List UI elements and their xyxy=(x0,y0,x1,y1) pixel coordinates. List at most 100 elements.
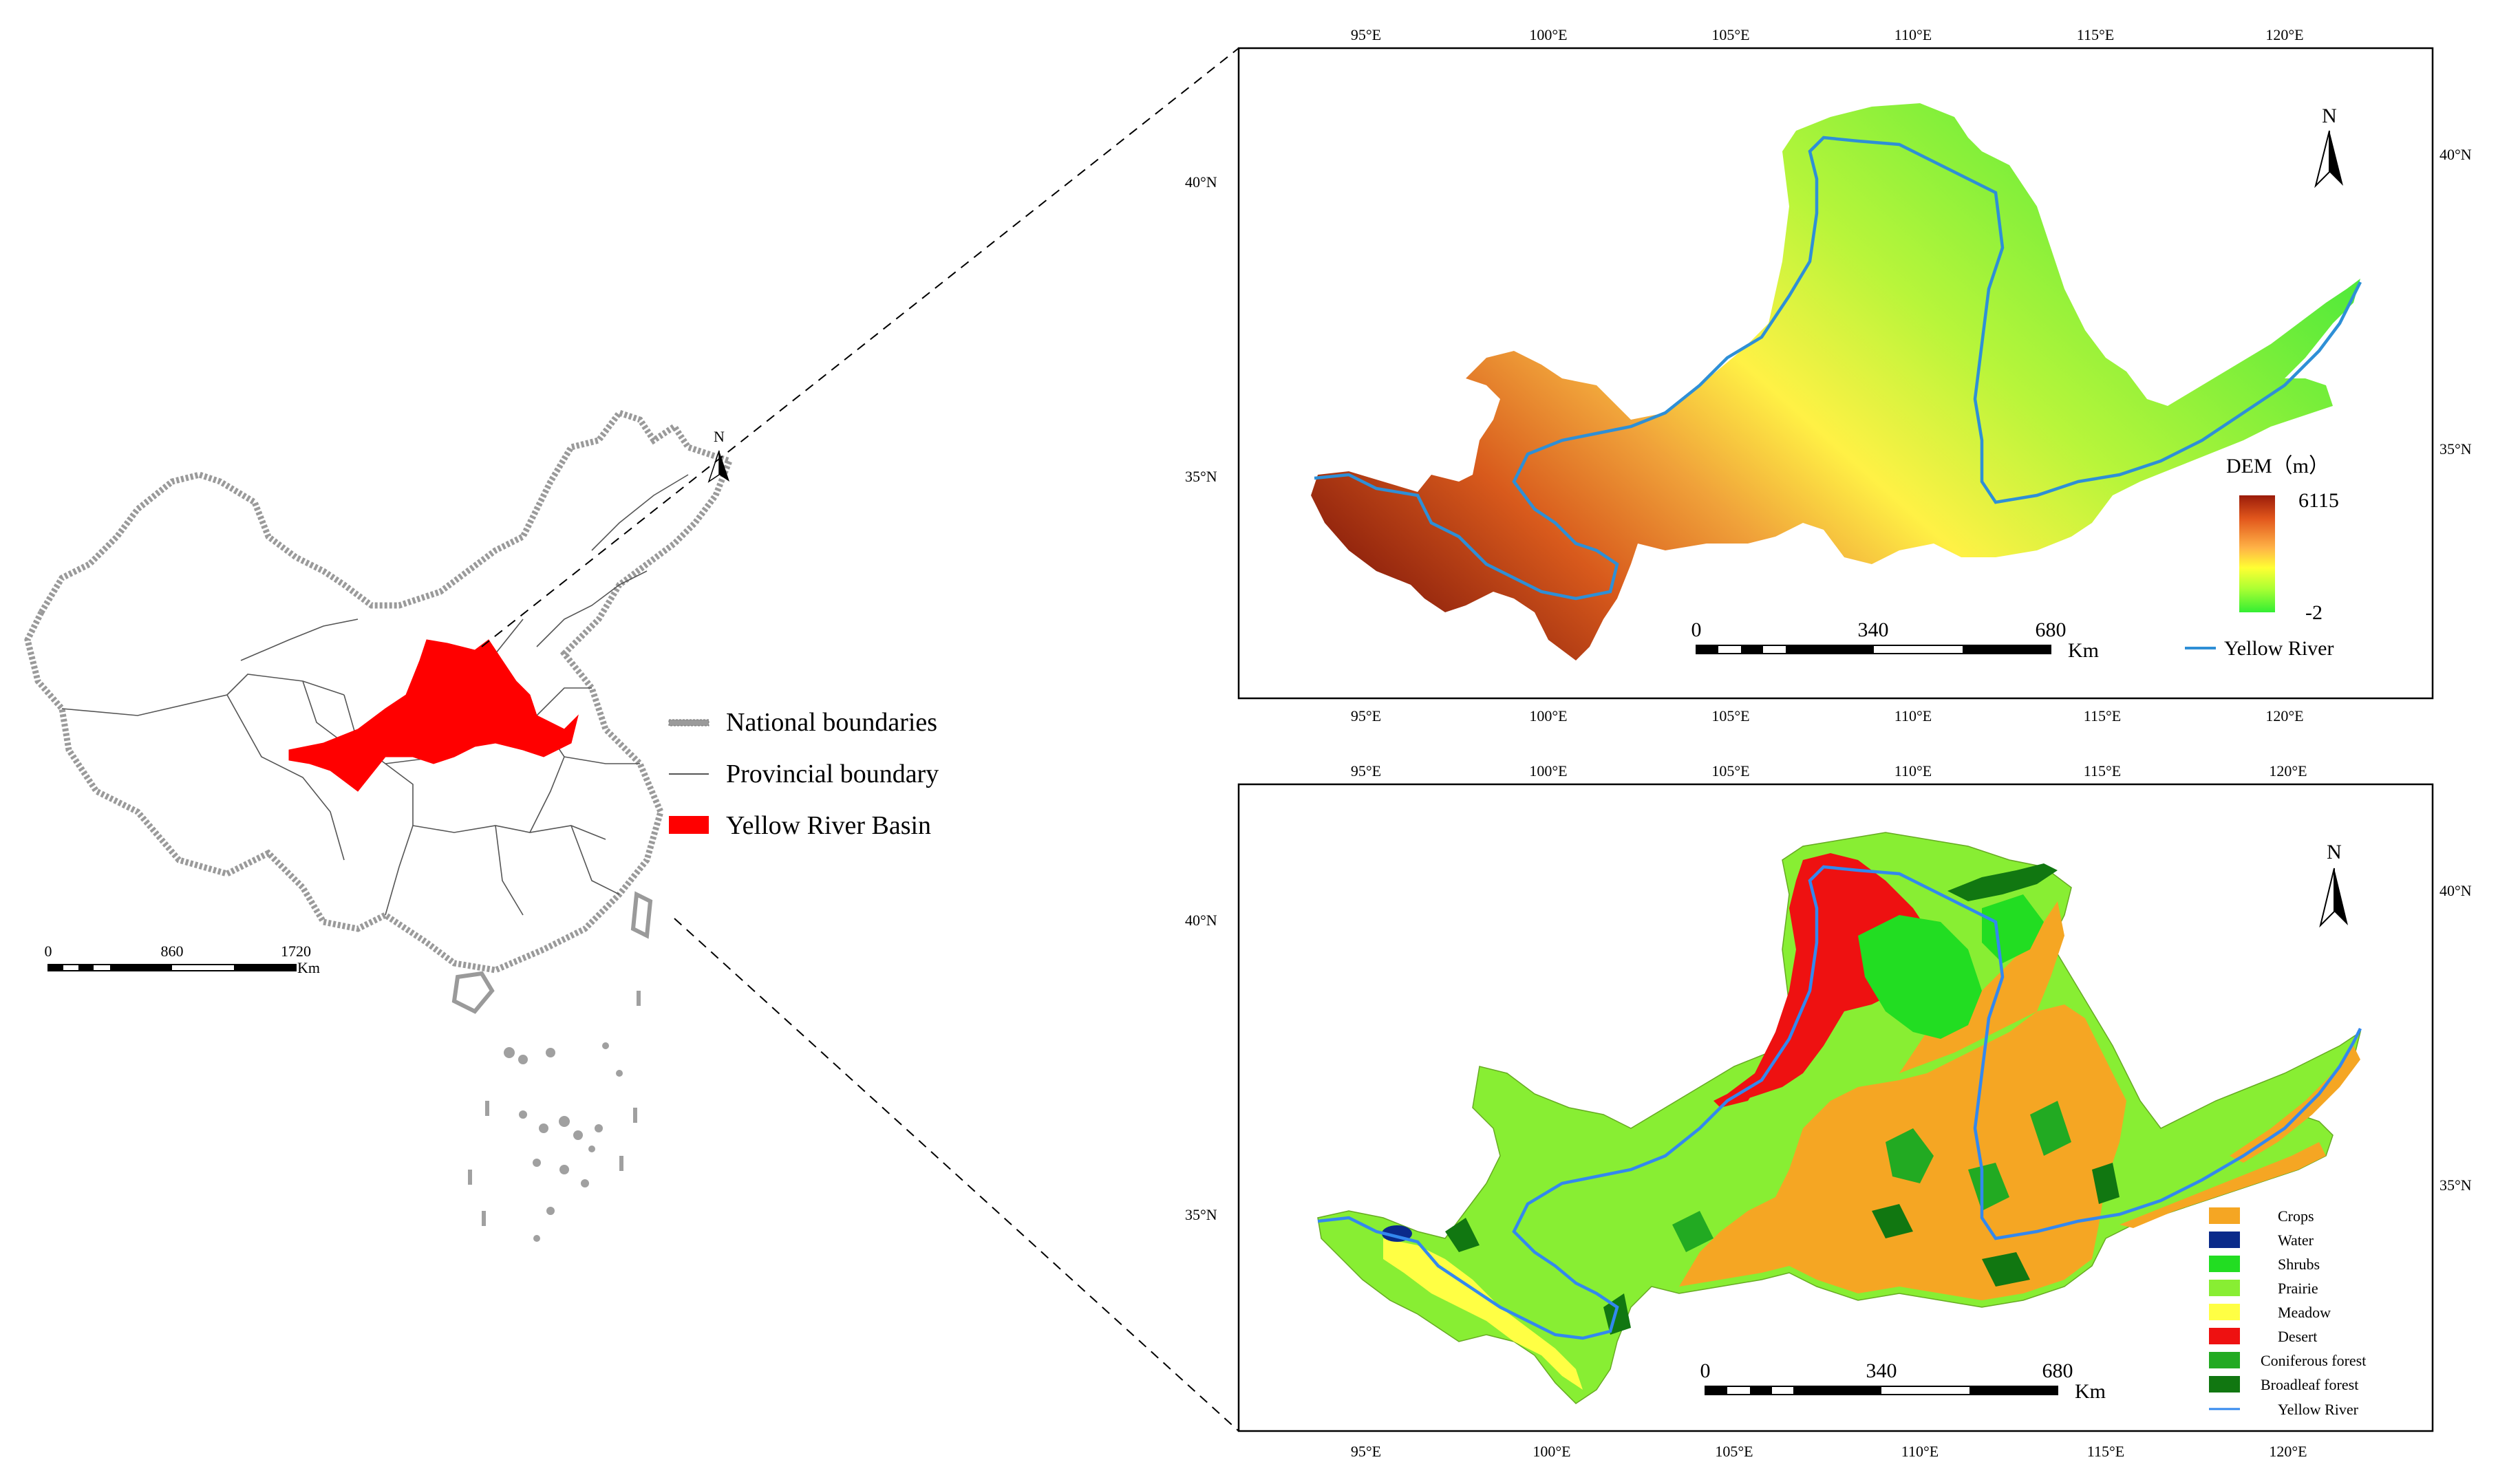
dem-lon-tick-bottom-110: 110°E xyxy=(1894,707,1932,724)
legend-provincial-label: Provincial boundary xyxy=(726,760,939,788)
legend-crops-label: Crops xyxy=(2278,1207,2314,1225)
landuse-lon-tick-100: 100°E xyxy=(1529,762,1567,779)
legend-basin-label: Yellow River Basin xyxy=(726,811,931,840)
dem-scale-0: 0 xyxy=(1691,619,1702,641)
landuse-desert xyxy=(1727,853,1941,1101)
legend-coniferous-label: Coniferous forest xyxy=(2261,1352,2366,1369)
landuse-broadleaf xyxy=(1947,863,2058,901)
landuse-lon-tick-bottom-120: 120°E xyxy=(2269,1443,2307,1460)
yellow-river-basin xyxy=(288,639,579,792)
landuse-lon-tick-bottom-95: 95°E xyxy=(1351,1443,1381,1460)
landuse-lat-tick-40-right: 40°N xyxy=(2439,882,2472,899)
landuse-shrubs xyxy=(1858,915,1982,1039)
overview-north-arrow-icon xyxy=(707,450,729,483)
landuse-scale-0: 0 xyxy=(1700,1359,1711,1382)
landuse-scale-mid: 340 xyxy=(1866,1359,1897,1382)
landuse-crops-strip xyxy=(2230,1046,2360,1163)
dem-lon-tick-105: 105°E xyxy=(1711,26,1749,43)
legend-water-swatch xyxy=(2209,1232,2240,1248)
dem-scale-max: 680 xyxy=(2036,619,2067,641)
landuse-scale-unit: Km xyxy=(2075,1380,2106,1403)
dem-lon-ticks-top: 95°E 100°E 105°E 110°E 115°E 120°E xyxy=(1351,26,2304,43)
legend-crops-swatch xyxy=(2209,1207,2240,1224)
legend-broadleaf-swatch xyxy=(2209,1376,2240,1392)
legend-basin-swatch xyxy=(669,816,709,834)
dem-lon-tick-bottom-120: 120°E xyxy=(2265,707,2303,724)
landuse-scale-max: 680 xyxy=(2042,1359,2073,1382)
dem-legend-max: 6115 xyxy=(2298,489,2339,512)
taiwan-island xyxy=(630,891,653,939)
landuse-lat-tick-40-left: 40°N xyxy=(1185,912,1217,929)
landuse-crops-east xyxy=(2120,1142,2326,1228)
overview-north-label: N xyxy=(714,428,725,445)
dem-lon-tick-120: 120°E xyxy=(2265,26,2303,43)
dem-lon-tick-115: 115°E xyxy=(2077,26,2114,43)
landuse-lon-tick-bottom-100: 100°E xyxy=(1533,1443,1570,1460)
hainan-island xyxy=(451,971,495,1014)
landuse-lon-ticks-top: 95°E 100°E 105°E 110°E 115°E 120°E xyxy=(1351,762,2307,779)
landuse-lon-tick-110: 110°E xyxy=(1894,762,1932,779)
legend-river-label: Yellow River xyxy=(2278,1401,2359,1418)
landuse-lat-tick-35-left: 35°N xyxy=(1185,1206,1217,1223)
landuse-lon-ticks-bottom: 95°E 100°E 105°E 110°E 115°E 120°E xyxy=(1351,1443,2307,1460)
legend-prairie-swatch xyxy=(2209,1280,2240,1296)
overview-map: N 0 860 1720 Km National boundaries Prov… xyxy=(24,409,939,1242)
landuse-lon-tick-bottom-115: 115°E xyxy=(2087,1443,2124,1460)
landuse-scale-bar xyxy=(1705,1386,2058,1395)
dem-lon-tick-bottom-95: 95°E xyxy=(1351,707,1381,724)
dem-legend-min: -2 xyxy=(2305,601,2323,624)
dem-lat-tick-35-left: 35°N xyxy=(1185,468,1217,485)
dem-lat-tick-40-left: 40°N xyxy=(1185,173,1217,191)
legend-shrubs-label: Shrubs xyxy=(2278,1256,2320,1273)
overview-scale-mid: 860 xyxy=(161,943,184,960)
dem-lon-tick-110: 110°E xyxy=(1894,26,1932,43)
landuse-legend: Crops Water Shrubs Prairie Meadow Desert… xyxy=(2209,1207,2366,1418)
dem-map-panel: N DEM（m） 6115 -2 Yellow River 0 340 680 … xyxy=(1185,26,2472,724)
overview-scale-unit: Km xyxy=(297,959,320,976)
dem-river-legend-label: Yellow River xyxy=(2224,637,2334,660)
legend-national-label: National boundaries xyxy=(726,708,937,737)
landuse-lat-tick-35-right: 35°N xyxy=(2439,1176,2472,1194)
dem-scale-unit: Km xyxy=(2068,639,2099,662)
landuse-lon-tick-bottom-105: 105°E xyxy=(1715,1443,1753,1460)
zoom-connectors xyxy=(481,47,1239,1432)
dem-lat-tick-35-right: 35°N xyxy=(2439,440,2472,458)
china-outline xyxy=(24,409,734,974)
dem-lon-tick-bottom-115: 115°E xyxy=(2084,707,2121,724)
legend-desert-swatch xyxy=(2209,1328,2240,1344)
legend-shrubs-swatch xyxy=(2209,1256,2240,1272)
landuse-broadleaf-patches xyxy=(1445,1163,2120,1335)
landuse-north-label: N xyxy=(2327,841,2342,863)
dem-yellow-river xyxy=(1314,136,2362,601)
dem-lon-tick-bottom-105: 105°E xyxy=(1711,707,1749,724)
dem-scale-bar xyxy=(1696,645,2051,654)
legend-national-swatch xyxy=(668,719,709,727)
overview-scale-max: 1720 xyxy=(281,943,311,960)
south-sea-islands xyxy=(468,991,641,1242)
dem-legend-title: DEM（m） xyxy=(2226,455,2329,477)
dem-lon-tick-95: 95°E xyxy=(1351,26,1381,43)
landuse-meadow-west xyxy=(1383,1238,1583,1390)
dem-lon-tick-100: 100°E xyxy=(1529,26,1567,43)
landuse-lon-tick-115: 115°E xyxy=(2084,762,2121,779)
overview-scale-bar xyxy=(47,964,297,971)
legend-broadleaf-label: Broadleaf forest xyxy=(2261,1376,2358,1393)
legend-coniferous-swatch xyxy=(2209,1352,2240,1368)
dem-scale-mid: 340 xyxy=(1858,619,1889,641)
legend-desert-label: Desert xyxy=(2278,1328,2317,1345)
landuse-lon-tick-95: 95°E xyxy=(1351,762,1381,779)
landuse-map-panel: N Crops Water Shrubs Prairie Meadow Dese… xyxy=(1185,762,2472,1460)
dem-lon-ticks-bottom: 95°E 100°E 105°E 110°E 115°E 120°E xyxy=(1351,707,2304,724)
dem-lon-tick-bottom-100: 100°E xyxy=(1529,707,1567,724)
landuse-north-arrow-icon xyxy=(2319,868,2348,928)
landuse-lon-tick-bottom-110: 110°E xyxy=(1901,1443,1939,1460)
landuse-lon-tick-105: 105°E xyxy=(1711,762,1749,779)
overview-scale-0: 0 xyxy=(45,943,52,960)
overview-legend: National boundaries Provincial boundary … xyxy=(668,708,939,840)
dem-north-label: N xyxy=(2322,105,2337,127)
legend-meadow-label: Meadow xyxy=(2278,1304,2331,1321)
dem-north-arrow-icon xyxy=(2314,130,2343,189)
landuse-lon-tick-120: 120°E xyxy=(2269,762,2307,779)
dem-basin-raster xyxy=(1311,103,2360,660)
